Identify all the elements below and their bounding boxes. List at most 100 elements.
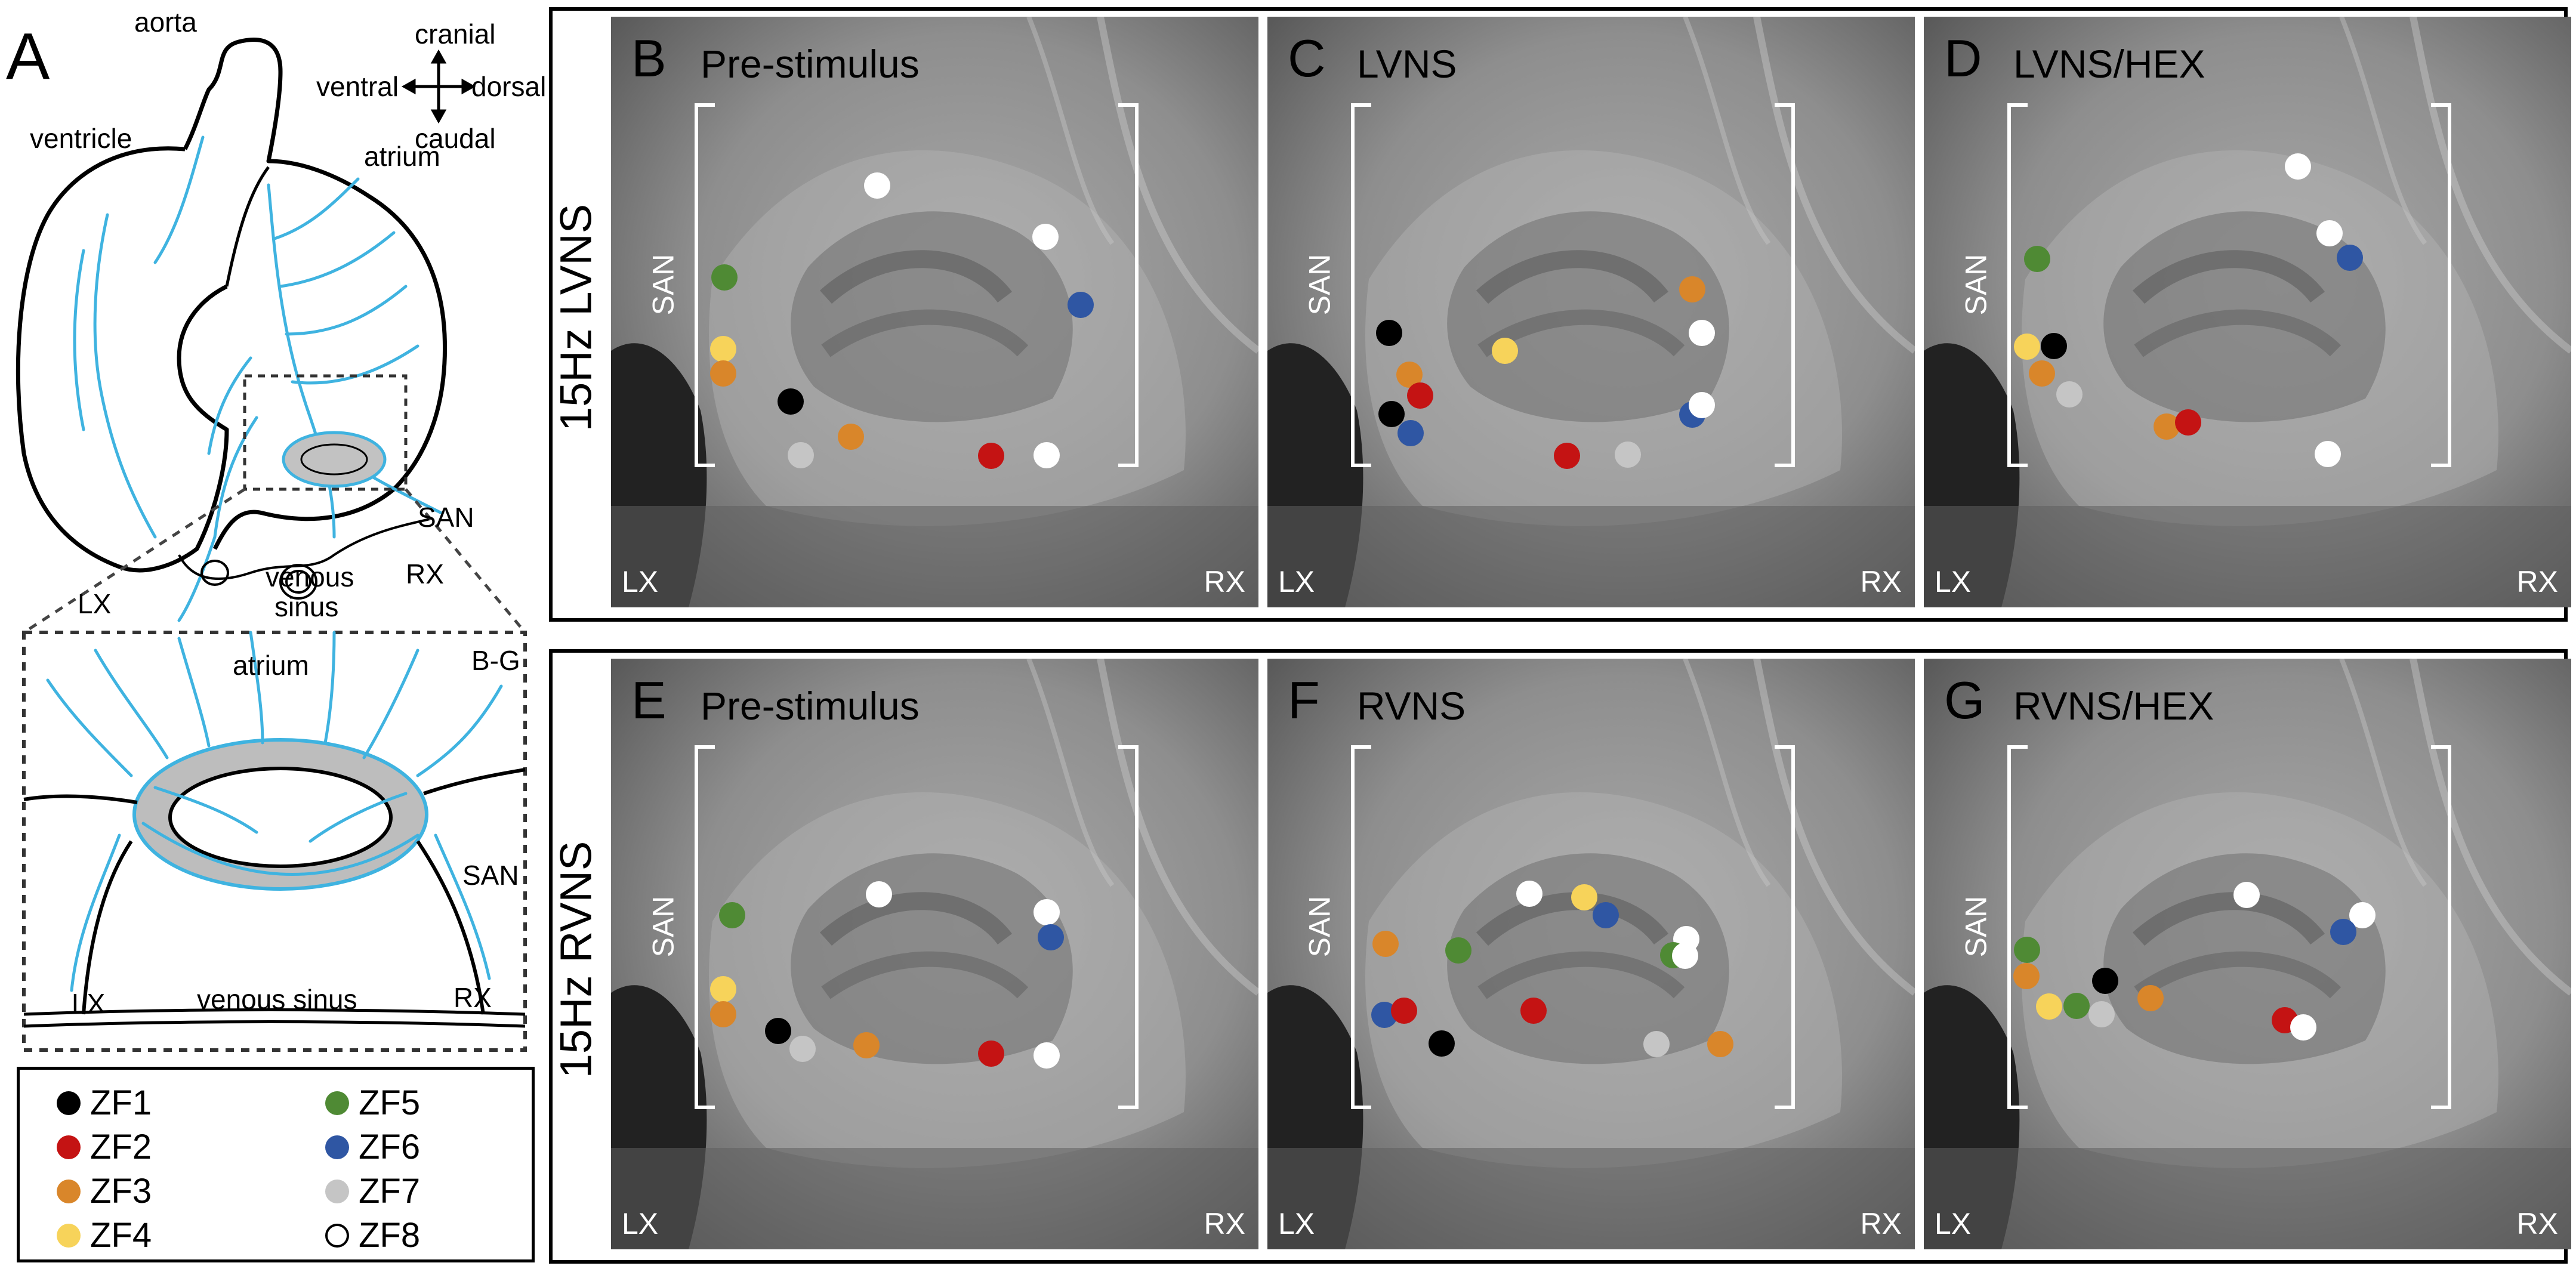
- legend-item-zf1: ZF1: [57, 1083, 152, 1123]
- inset-marker: [243, 374, 408, 491]
- label-atrium: atrium: [364, 141, 440, 172]
- san-label: SAN: [646, 254, 680, 316]
- panel-title: LVNS: [1357, 42, 1457, 86]
- zf-marker-zf7: [1643, 1031, 1670, 1057]
- zf-marker-zf3: [1372, 931, 1399, 957]
- legend-item-zf3: ZF3: [57, 1171, 152, 1211]
- zf-marker-zf8: [1689, 320, 1715, 346]
- zf-marker-zf1: [1429, 1030, 1455, 1057]
- san-label: SAN: [646, 896, 680, 958]
- san-label: SAN: [1303, 896, 1337, 958]
- san-ring: [282, 431, 387, 488]
- legend-label: ZF6: [359, 1128, 421, 1166]
- lx-label: LX: [622, 1207, 659, 1240]
- panel-g: G RVNS/HEX SAN LX RX: [1924, 659, 2571, 1249]
- microscopy-image: [611, 659, 1258, 1249]
- inset-label-atrium: atrium: [233, 650, 309, 681]
- label-sinus: sinus: [274, 591, 339, 622]
- panel-a-letter: A: [6, 20, 50, 93]
- san-bracket-left: [1351, 103, 1371, 467]
- inset-label-lx: LX: [72, 988, 106, 1019]
- legend-swatch: [57, 1223, 81, 1248]
- zf-marker-zf3: [710, 1001, 736, 1027]
- panel-letter: G: [1944, 671, 1985, 730]
- zf-marker-zf3: [2137, 985, 2164, 1011]
- microscopy-image: [611, 17, 1258, 607]
- zf-marker-zf8: [2315, 441, 2341, 467]
- panel-letter: D: [1944, 29, 1982, 88]
- microscopy-image: [1924, 17, 2571, 607]
- zf-marker-zf7: [1615, 442, 1641, 468]
- san-bracket-left: [2007, 745, 2028, 1109]
- zf-marker-zf5: [1445, 937, 1471, 964]
- zf-marker-zf3: [853, 1032, 880, 1058]
- san-bracket-right: [1775, 103, 1795, 467]
- zf-marker-zf3: [710, 360, 736, 387]
- zf-marker-zf4: [1571, 884, 1597, 910]
- zf-marker-zf6: [2330, 919, 2356, 945]
- row-label-lvns: 15Hz LVNS: [551, 203, 601, 432]
- ventricle-outline: [16, 146, 229, 573]
- zf-marker-zf5: [2014, 937, 2040, 963]
- legend-item-zf8: ZF8: [325, 1215, 420, 1255]
- panel-e: E Pre-stimulus SAN LX RX: [611, 659, 1258, 1249]
- legend-item-zf6: ZF6: [325, 1127, 420, 1167]
- row-label-rvns: 15Hz RVNS: [551, 841, 601, 1079]
- lx-label: LX: [622, 565, 659, 598]
- panel-d: D LVNS/HEX SAN LX RX: [1924, 17, 2571, 607]
- panel-title: RVNS/HEX: [2013, 684, 2214, 728]
- zf-marker-zf2: [1520, 998, 1547, 1024]
- zf-marker-zf1: [1378, 401, 1405, 427]
- panel-title: RVNS: [1357, 684, 1466, 728]
- inset-drawing: [23, 631, 526, 1028]
- rx-label: RX: [1204, 1207, 1245, 1240]
- label-rx: RX: [406, 558, 444, 589]
- zf-marker-zf2: [1391, 998, 1417, 1024]
- zf-marker-zf1: [2092, 968, 2118, 994]
- san-label: SAN: [1959, 896, 1993, 958]
- label-venous: venous: [266, 561, 354, 592]
- zf-marker-zf3: [1679, 276, 1705, 302]
- zf-marker-zf8: [1034, 899, 1060, 925]
- zf-marker-zf6: [1068, 292, 1094, 318]
- zf-marker-zf4: [1492, 338, 1518, 364]
- legend-label: ZF7: [359, 1172, 421, 1211]
- lx-label: LX: [1935, 565, 1972, 598]
- zf-marker-zf8: [2285, 153, 2311, 180]
- inset-tag: B-G: [471, 645, 520, 676]
- inset-label-san: SAN: [462, 860, 519, 891]
- zf-marker-zf2: [2175, 409, 2201, 436]
- panel-c: C LVNS SAN LX RX: [1267, 17, 1915, 607]
- panel-title: Pre-stimulus: [701, 42, 920, 86]
- zf-marker-zf8: [2233, 882, 2260, 908]
- san-bracket-right: [2431, 745, 2451, 1109]
- microscopy-image: [1267, 17, 1915, 607]
- zf-marker-zf5: [719, 902, 745, 928]
- zf-marker-zf8: [866, 881, 892, 907]
- legend-swatch: [57, 1135, 81, 1159]
- panel-letter: F: [1288, 671, 1320, 730]
- san-bracket-left: [2007, 103, 2028, 467]
- zf-marker-zf3: [838, 424, 864, 450]
- zf-marker-zf8: [1689, 392, 1715, 418]
- zf-marker-zf3: [1707, 1031, 1733, 1057]
- zf-marker-zf6: [1038, 924, 1064, 950]
- zf-marker-zf1: [765, 1018, 791, 1044]
- rx-label: RX: [1860, 565, 1902, 598]
- san-bracket-right: [2431, 103, 2451, 467]
- zf-marker-zf8: [1672, 943, 1698, 969]
- zf-marker-zf8: [1032, 224, 1059, 250]
- legend-label: ZF8: [359, 1216, 421, 1255]
- zf-marker-zf2: [978, 443, 1004, 469]
- san-bracket-right: [1775, 745, 1795, 1109]
- legend-swatch: [325, 1223, 349, 1248]
- rx-label: RX: [2516, 1207, 2558, 1240]
- panel-letter: B: [631, 29, 667, 88]
- zf-marker-zf7: [2088, 1001, 2115, 1027]
- panel-title: LVNS/HEX: [2013, 42, 2205, 86]
- legend-item-zf5: ZF5: [325, 1083, 420, 1123]
- san-bracket-right: [1118, 103, 1139, 467]
- zf-marker-zf1: [1376, 320, 1402, 346]
- legend-swatch: [57, 1091, 81, 1115]
- zf-marker-zf6: [1397, 420, 1424, 446]
